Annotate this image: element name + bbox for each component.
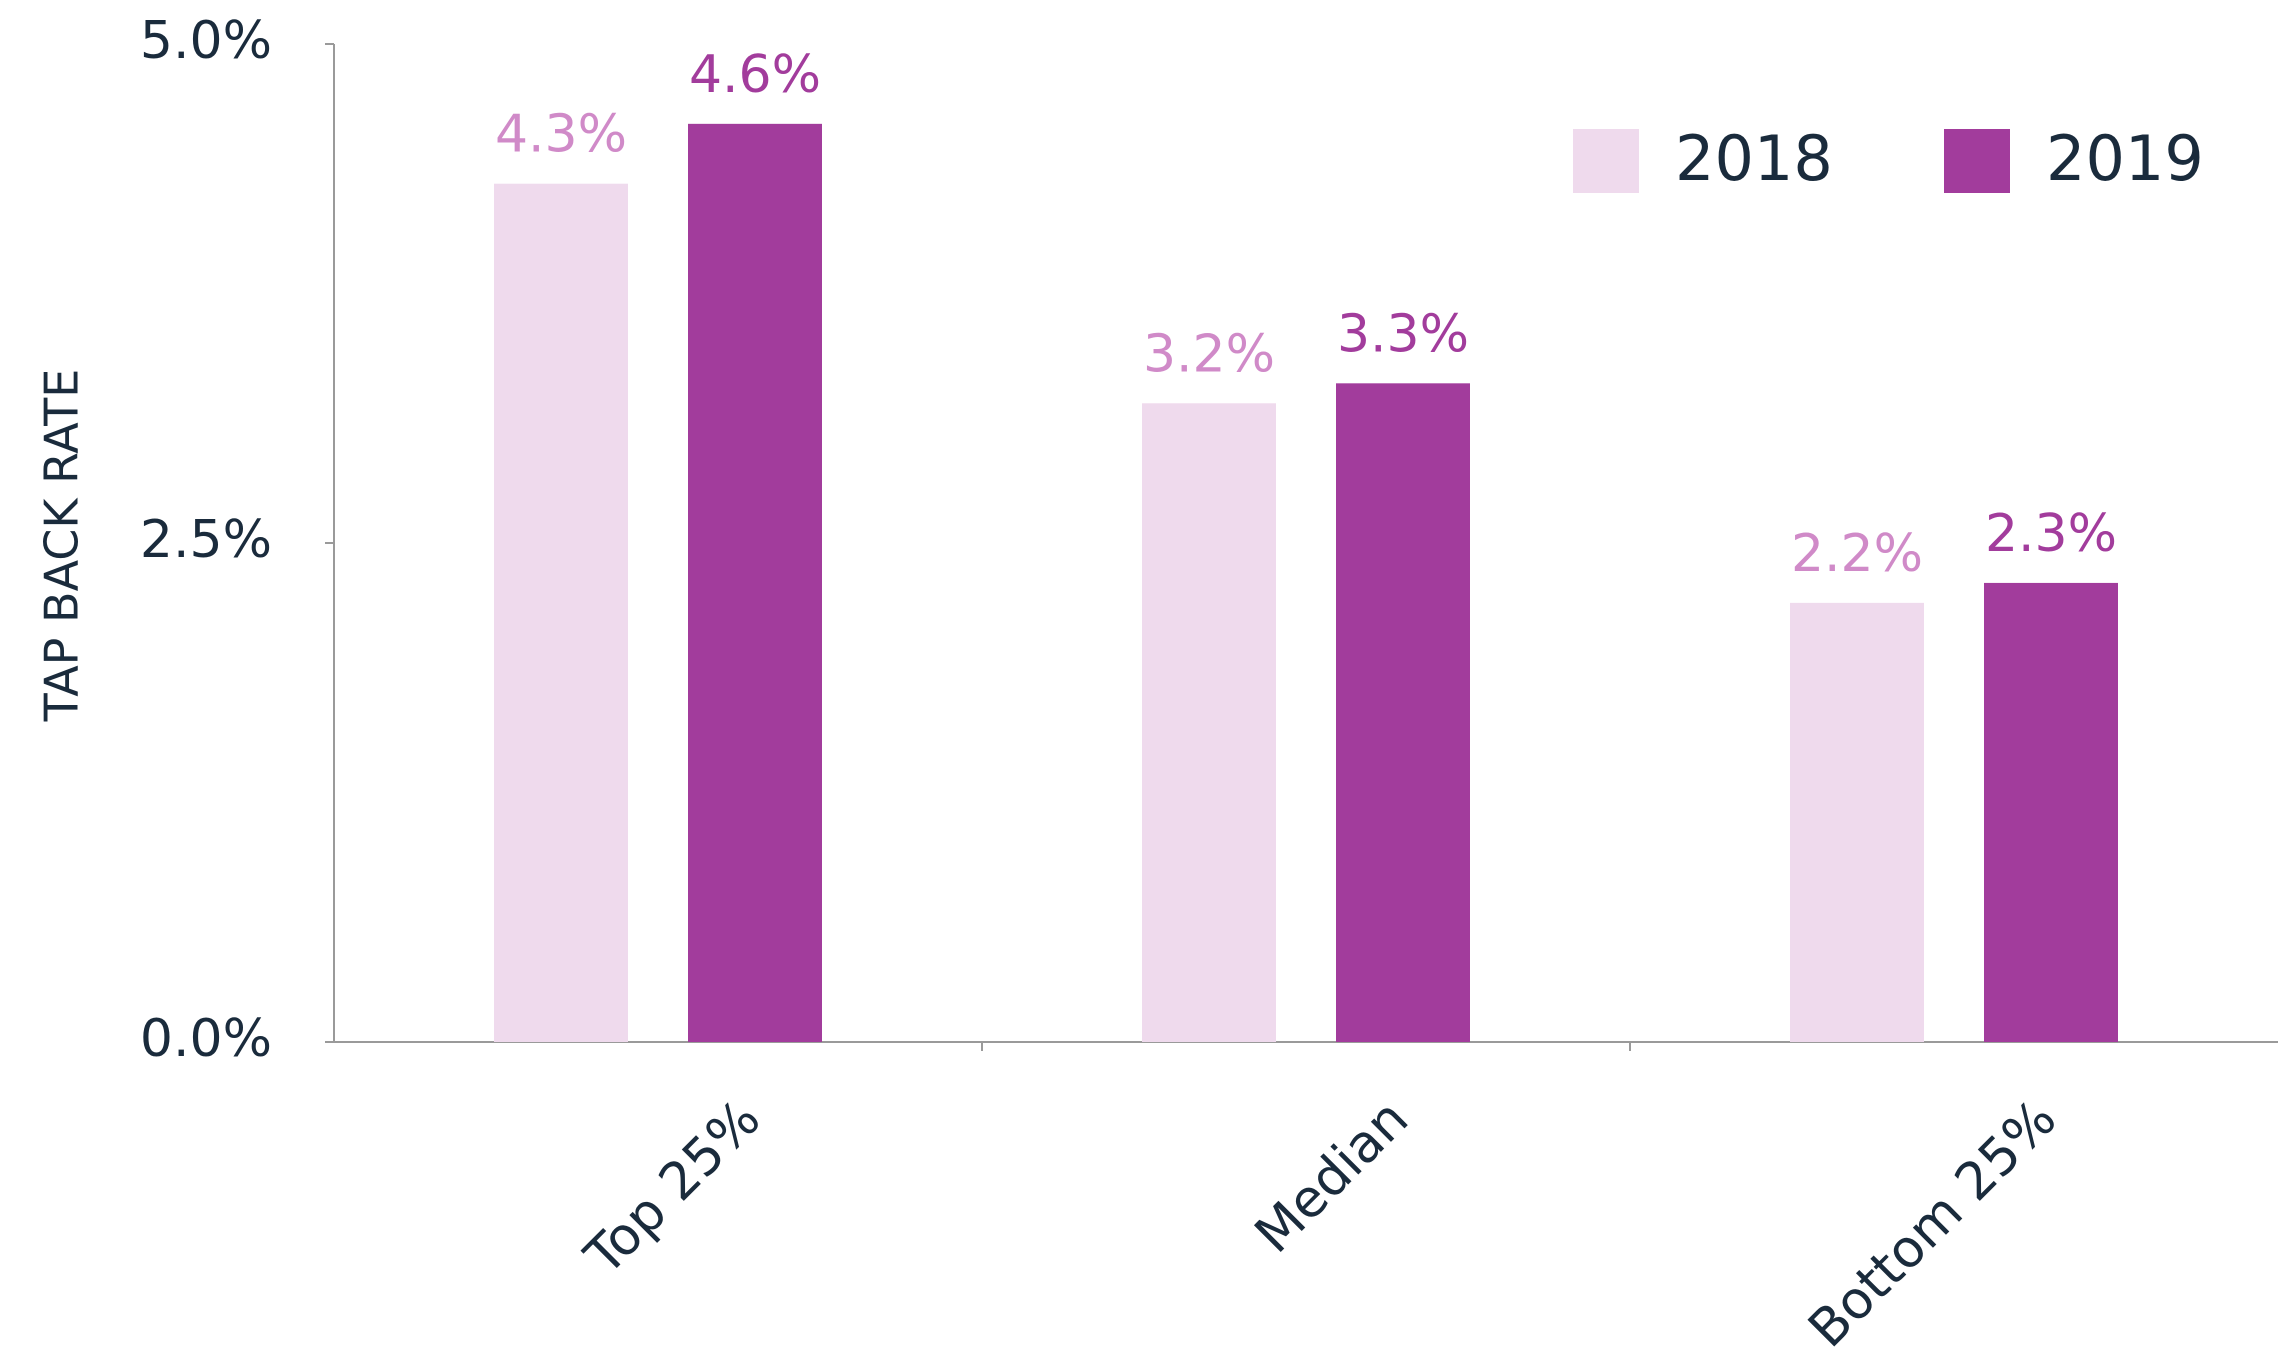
legend-label: 2019	[2046, 122, 2204, 195]
y-tick-label: 5.0%	[140, 11, 272, 71]
y-tick-label: 2.5%	[140, 510, 272, 570]
bar	[1336, 383, 1470, 1042]
bar	[494, 183, 628, 1043]
bar	[1790, 602, 1924, 1042]
bar	[1142, 403, 1276, 1042]
legend-label: 2018	[1675, 122, 1833, 195]
legend-swatch	[1944, 129, 2010, 193]
bar	[1984, 582, 2118, 1042]
x-tick-label: Top 25%	[573, 1089, 772, 1288]
data-label: 2.3%	[1985, 504, 2117, 564]
y-axis-title: TAP BACK RATE	[35, 369, 89, 723]
legend-swatch	[1573, 129, 1639, 193]
data-label: 3.3%	[1337, 304, 1469, 364]
x-tick-label: Bottom 25%	[1797, 1089, 2068, 1360]
data-label: 2.2%	[1791, 524, 1923, 584]
data-label: 4.6%	[689, 45, 821, 105]
data-label: 3.2%	[1143, 324, 1275, 384]
y-tick-label: 0.0%	[140, 1009, 272, 1069]
data-label: 4.3%	[495, 105, 627, 165]
bar	[688, 123, 822, 1043]
x-tick-label: Median	[1244, 1089, 1420, 1265]
